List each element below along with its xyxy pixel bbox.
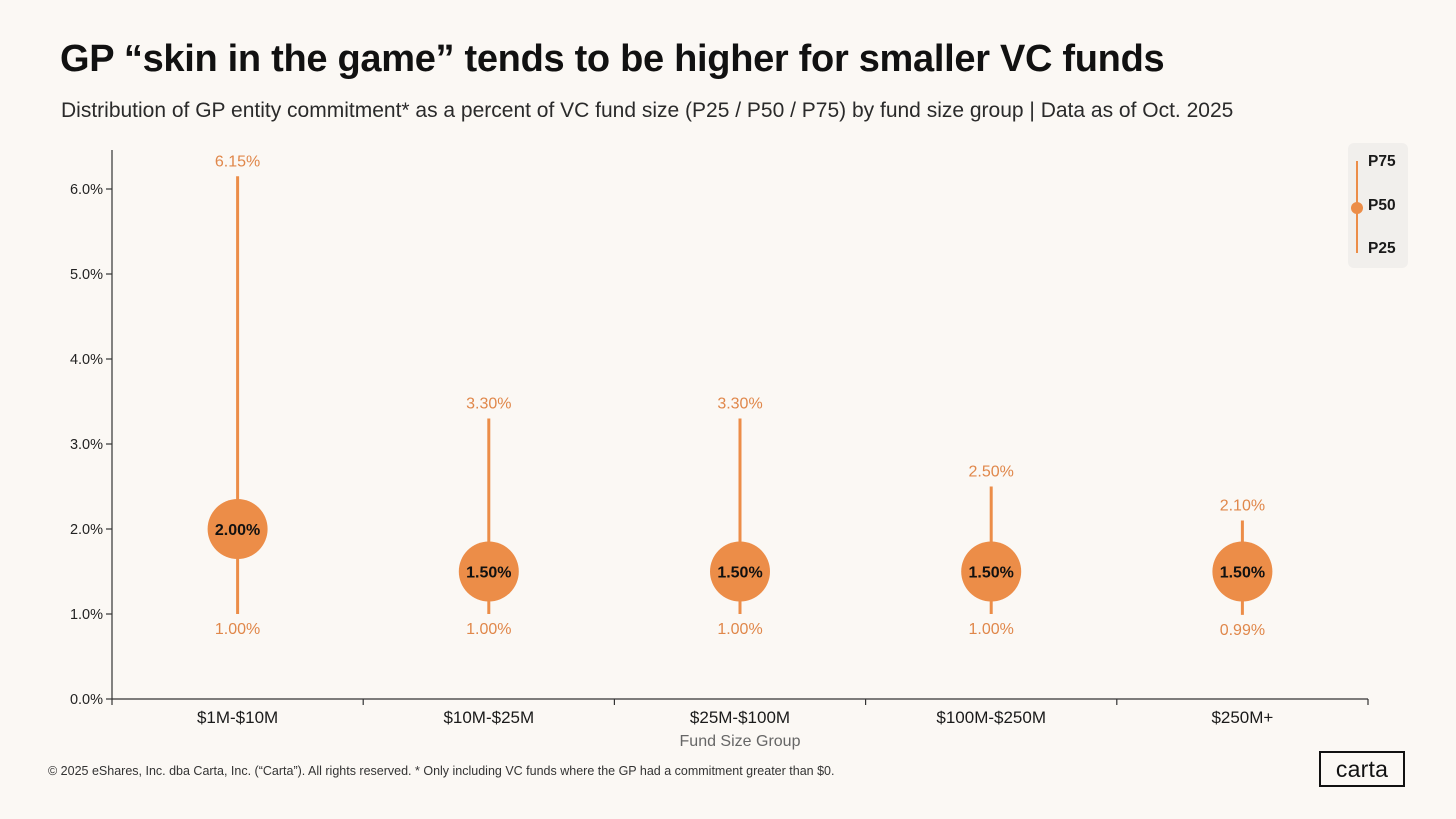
y-tick-label: 6.0%: [70, 182, 103, 198]
median-circle: [458, 541, 519, 602]
median-circle: [961, 541, 1022, 602]
x-tick-label: $1M-$10M: [197, 708, 278, 727]
p75-label: 2.10%: [1220, 498, 1265, 515]
y-tick-label: 4.0%: [70, 352, 103, 368]
legend: P75 P50 P25: [1348, 143, 1408, 268]
chart-subtitle: Distribution of GP entity commitment* as…: [61, 99, 1234, 122]
median-label: 1.50%: [466, 565, 511, 582]
median-circle: [710, 541, 770, 602]
median-circle: [1212, 541, 1273, 602]
x-tick-label: $250M+: [1211, 708, 1273, 727]
chart-title: GP “skin in the game” tends to be higher…: [60, 38, 1165, 80]
p75-label: 6.15%: [215, 153, 260, 170]
median-label: 1.50%: [717, 565, 762, 582]
p25-label: 0.99%: [1220, 622, 1265, 639]
median-label: 2.00%: [215, 522, 260, 539]
legend-label-p50: P50: [1368, 197, 1396, 214]
legend-median-dot: [1351, 202, 1363, 214]
y-tick-label: 2.0%: [70, 522, 103, 538]
median-label: 1.50%: [1220, 565, 1265, 582]
median-label: 1.50%: [969, 565, 1014, 582]
y-tick-label: 3.0%: [70, 437, 103, 453]
p75-label: 2.50%: [969, 464, 1014, 481]
p75-label: 3.30%: [717, 396, 762, 413]
carta-logo: carta: [1319, 751, 1405, 787]
x-tick-label: $10M-$25M: [443, 708, 534, 727]
y-tick-label: 5.0%: [70, 267, 103, 283]
p25-label: 1.00%: [215, 621, 260, 638]
p25-label: 1.00%: [466, 621, 511, 638]
x-tick-label: $25M-$100M: [690, 708, 790, 727]
x-axis-title: Fund Size Group: [680, 733, 801, 750]
y-tick-label: 1.0%: [70, 607, 103, 623]
y-tick-label: 0.0%: [70, 692, 103, 708]
legend-label-p25: P25: [1368, 240, 1396, 257]
x-tick-label: $100M-$250M: [936, 708, 1046, 727]
p75-label: 3.30%: [466, 396, 511, 413]
p25-label: 1.00%: [717, 621, 762, 638]
footer-copyright: © 2025 eShares, Inc. dba Carta, Inc. (“C…: [48, 764, 835, 778]
p25-label: 1.00%: [969, 621, 1014, 638]
median-circle: [207, 499, 268, 559]
legend-label-p75: P75: [1368, 153, 1396, 170]
